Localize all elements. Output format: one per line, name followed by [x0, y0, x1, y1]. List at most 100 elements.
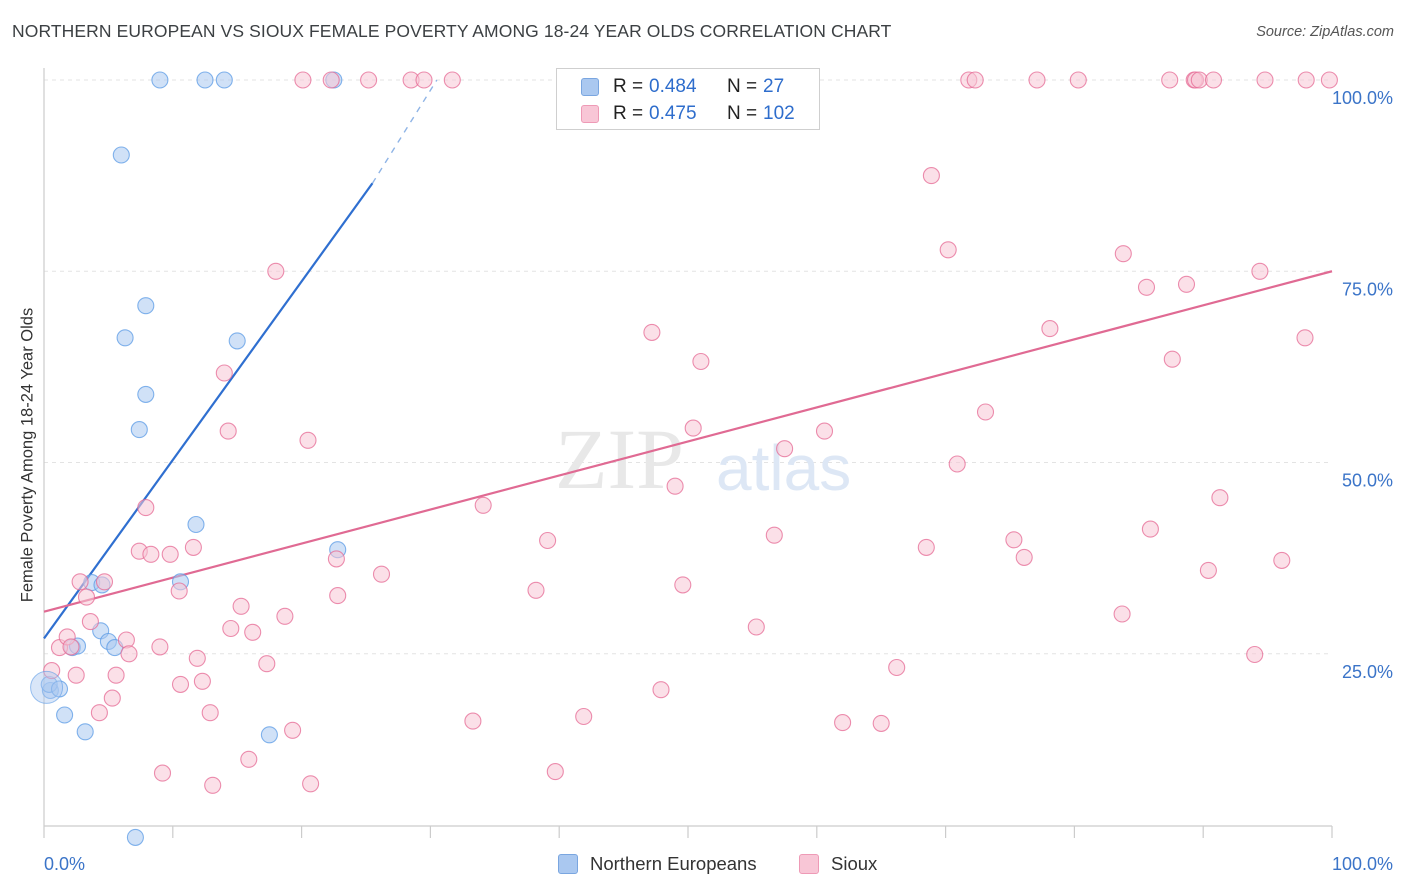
sioux-point: [258, 655, 276, 673]
chart-title: NORTHERN EUROPEAN VS SIOUX FEMALE POVERT…: [12, 21, 892, 41]
sioux-point: [329, 587, 347, 605]
sioux-point: [948, 455, 966, 473]
northern-europeans-point: [215, 71, 233, 89]
sioux-point: [765, 526, 783, 544]
stat-r-label: R =: [613, 103, 644, 124]
sioux-point: [360, 71, 378, 89]
sioux-point: [1137, 278, 1156, 296]
northern-europeans-trend-line: [43, 182, 374, 640]
sioux-point: [222, 619, 240, 638]
sioux-point: [299, 431, 317, 449]
sioux-point: [170, 582, 188, 600]
northern-europeans-point: [56, 706, 74, 724]
stat-row-northern-europeans: R = 0.484 N = 27: [557, 74, 819, 100]
data-points: [30, 71, 1338, 846]
northern-europeans-point: [228, 332, 246, 350]
stat-n-value: 102: [763, 103, 795, 124]
sioux-point: [201, 704, 219, 722]
sioux-point: [107, 666, 125, 684]
sioux-trend-line: [43, 270, 1333, 613]
sioux-point: [1161, 71, 1179, 89]
sioux-point: [1190, 71, 1208, 89]
sioux-point: [643, 323, 661, 341]
y-tick-label: 25.0%: [1342, 662, 1393, 682]
sioux-point: [443, 71, 461, 89]
x-tick-marks: [43, 826, 1333, 838]
sioux-point: [776, 440, 794, 458]
northern-europeans-point: [151, 71, 169, 89]
northern-europeans-point: [137, 385, 155, 403]
sioux-point: [219, 422, 237, 440]
sioux-point: [917, 538, 935, 556]
sioux-point: [372, 565, 391, 583]
trend-lines: [43, 79, 1333, 640]
x-tick-label-max: 100.0%: [1332, 854, 1393, 874]
sioux-point: [1204, 71, 1223, 89]
sioux-point: [1199, 561, 1217, 579]
sioux-point: [1211, 489, 1229, 507]
sioux-point: [684, 419, 702, 437]
sioux-point: [539, 531, 557, 550]
y-tick-label: 75.0%: [1342, 279, 1393, 299]
sioux-point: [976, 403, 995, 421]
stat-r-label: R =: [613, 76, 644, 97]
sioux-point: [692, 352, 710, 371]
northern-europeans-point: [112, 146, 130, 164]
sioux-point: [527, 581, 545, 599]
correlation-stats-box: R = 0.484 N = 27 R = 0.475 N = 102: [556, 68, 820, 130]
sioux-point: [204, 776, 222, 794]
northern-europeans-point: [137, 297, 155, 315]
stat-n-value: 27: [763, 76, 785, 97]
sioux-point: [302, 775, 320, 793]
x-tick-labels: 0.0% 100.0%: [44, 854, 1393, 874]
sioux-point: [1320, 71, 1338, 89]
y-tick-labels: 25.0% 50.0% 75.0% 100.0%: [1332, 88, 1393, 682]
legend-swatch-pink: [799, 854, 819, 874]
sioux-point: [872, 714, 890, 732]
sioux-point: [464, 712, 482, 730]
sioux-point: [1041, 320, 1059, 338]
northern-europeans-cluster-point: [30, 670, 64, 704]
sioux-point: [1296, 329, 1314, 347]
northern-europeans-trend-extension: [371, 79, 438, 184]
northern-europeans-point: [260, 726, 278, 744]
sioux-point: [184, 538, 202, 556]
northern-europeans-point: [76, 723, 94, 741]
stat-row-sioux: R = 0.475 N = 102: [557, 101, 819, 127]
source-label: Source: ZipAtlas.com: [1256, 24, 1394, 40]
sioux-point: [193, 672, 211, 690]
y-tick-label: 50.0%: [1342, 471, 1393, 491]
grid-lines: [44, 79, 1332, 655]
sioux-point: [652, 681, 670, 699]
sioux-point: [1246, 645, 1264, 664]
legend-item-northern-europeans[interactable]: Northern Europeans: [558, 851, 778, 877]
northern-europeans-point: [187, 515, 205, 534]
axes: [43, 68, 1332, 827]
stat-swatch-blue: [581, 78, 599, 96]
sioux-point: [71, 573, 89, 591]
legend-label: Northern Europeans: [590, 853, 757, 874]
sioux-point: [1251, 262, 1269, 280]
stat-r-value: 0.484: [649, 76, 697, 97]
sioux-point: [815, 422, 834, 440]
sioux-point: [161, 545, 179, 563]
sioux-point: [888, 658, 906, 677]
legend-swatch-blue: [558, 854, 578, 874]
sioux-point: [1069, 71, 1087, 89]
sioux-point: [1113, 605, 1131, 623]
stat-swatch-pink: [581, 105, 599, 123]
sioux-point: [284, 721, 302, 739]
sioux-point: [77, 588, 96, 606]
sioux-point: [1028, 71, 1046, 89]
legend-item-sioux[interactable]: Sioux: [799, 851, 899, 877]
sioux-point: [62, 638, 80, 656]
sioux-point: [1273, 551, 1291, 569]
sioux-point: [474, 496, 492, 514]
sioux-point: [171, 675, 190, 693]
sioux-point: [834, 714, 852, 732]
sioux-point: [1015, 548, 1033, 566]
sioux-point: [117, 631, 135, 649]
sioux-point: [215, 364, 233, 382]
sioux-point: [415, 71, 433, 89]
